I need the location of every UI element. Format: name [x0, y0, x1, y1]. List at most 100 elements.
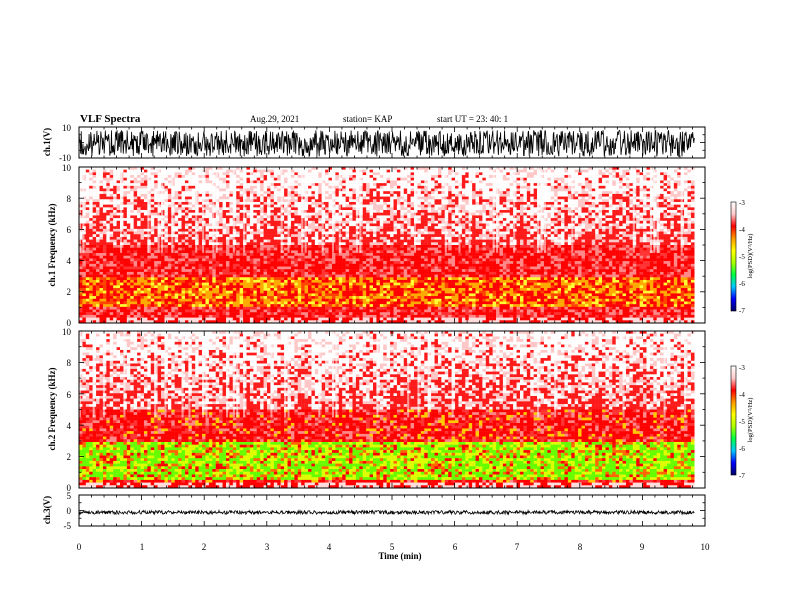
spectrogram-cell — [325, 279, 329, 283]
spectrogram-cell — [143, 298, 148, 302]
spectrogram-cell — [150, 201, 155, 205]
spectrogram-cell — [294, 199, 298, 203]
spectrogram-cell — [222, 255, 227, 259]
spectrogram-cell — [96, 169, 100, 173]
spectrogram-cell — [325, 277, 329, 281]
spectrogram-cell — [243, 277, 247, 281]
spectrogram-cell — [113, 220, 117, 224]
spectrogram-cell — [328, 207, 333, 211]
spectrogram-cell — [345, 180, 350, 184]
spectrogram-cell — [219, 223, 223, 227]
spectrogram-cell — [352, 253, 357, 256]
spectrogram-cell — [167, 317, 172, 321]
spectrogram-cell — [174, 236, 179, 240]
spectrogram-cell — [277, 301, 281, 305]
spectrogram-cell — [338, 258, 343, 262]
spectrogram-cell — [335, 212, 339, 216]
spectrogram-cell — [352, 274, 357, 278]
spectrogram-cell — [212, 314, 216, 318]
spectrogram-cell — [270, 269, 275, 273]
spectrogram-cell — [253, 247, 257, 251]
spectrogram-cell — [277, 277, 281, 281]
spectrogram-cell — [236, 228, 240, 232]
spectrogram-cell — [147, 320, 151, 323]
spectrogram-cell — [174, 255, 179, 259]
spectrogram-cell — [270, 215, 275, 219]
spectrogram-cell — [352, 304, 357, 308]
spectrogram-cell — [362, 183, 367, 186]
spectrogram-cell — [178, 288, 182, 291]
spectrogram-cell — [263, 290, 268, 294]
spectrogram-cell — [191, 191, 196, 195]
spectrogram-cell — [126, 228, 131, 232]
spectrogram-cell — [188, 185, 192, 189]
spectrogram-cell — [345, 253, 350, 256]
spectrogram-cell — [314, 274, 319, 278]
spectrogram-cell — [195, 293, 199, 297]
spectrogram-cell — [297, 309, 302, 313]
spectrogram-cell — [342, 231, 346, 235]
spectrogram-cell — [85, 290, 90, 294]
spectrogram-cell — [318, 285, 322, 289]
spectrogram-cell — [249, 253, 254, 256]
spectrogram-cell — [171, 263, 175, 267]
spectrogram-cell — [342, 269, 346, 273]
spectrogram-cell — [99, 177, 104, 181]
spectrogram-cell — [321, 288, 326, 291]
spectrogram-cell — [161, 288, 165, 291]
spectrogram-cell — [226, 223, 230, 227]
spectrogram-cell — [308, 296, 312, 299]
spectrogram-cell — [178, 210, 182, 213]
spectrogram-cell — [181, 231, 186, 235]
spectrogram-cell — [236, 215, 240, 219]
spectrogram-cell — [253, 285, 257, 289]
spectrogram-cell — [366, 188, 370, 192]
spectrogram-cell — [188, 269, 192, 273]
spectrogram-cell — [349, 258, 353, 262]
spectrogram-cell — [106, 290, 110, 294]
spectrogram-cell — [280, 301, 285, 305]
spectrogram-cell — [126, 218, 131, 221]
spectrogram-cell — [270, 271, 275, 275]
spectrogram-cell — [164, 298, 169, 302]
spectrogram-cell — [226, 255, 230, 259]
spectrogram-cell — [178, 255, 182, 259]
spectrogram-cell — [130, 309, 134, 313]
spectrogram-cell — [191, 282, 196, 286]
spectrogram-cell — [133, 234, 138, 238]
spectrogram-cell — [130, 306, 134, 310]
spectrogram-cell — [290, 312, 295, 316]
spectrogram-cell — [85, 172, 90, 176]
spectrogram-cell — [157, 288, 162, 291]
spectrogram-cell — [126, 288, 131, 291]
spectrogram-cell — [123, 304, 128, 308]
spectrogram-cell — [89, 188, 93, 192]
spectrogram-cell — [226, 215, 230, 219]
spectrogram-cell — [137, 296, 141, 299]
spectrogram-cell — [304, 266, 309, 270]
spectrogram-cell — [184, 293, 189, 297]
spectrogram-cell — [102, 199, 107, 203]
spectrogram-cell — [342, 271, 346, 275]
spectrogram-cell — [106, 220, 110, 224]
spectrogram-cell — [239, 247, 244, 251]
spectrogram-cell — [164, 250, 169, 254]
spectrogram-cell — [362, 314, 367, 318]
spectrogram-cell — [178, 169, 182, 173]
spectrogram-cell — [137, 298, 141, 302]
spectrogram-cell — [270, 306, 275, 310]
spectrogram-cell — [314, 218, 319, 221]
spectrogram-cell — [205, 304, 210, 308]
spectrogram-cell — [116, 204, 121, 208]
spectrogram-cell — [308, 228, 312, 232]
spectrogram-cell — [345, 271, 350, 275]
spectrogram-cell — [99, 263, 104, 267]
spectrogram-cell — [232, 317, 237, 321]
spectrogram-cell — [297, 226, 302, 230]
spectrogram-cell — [236, 312, 240, 316]
spectrogram-cell — [79, 312, 83, 316]
spectrogram-cell — [284, 242, 288, 246]
spectrogram-cell — [232, 269, 237, 273]
spectrogram-cell — [123, 269, 128, 273]
spectrogram-cell — [205, 204, 210, 208]
